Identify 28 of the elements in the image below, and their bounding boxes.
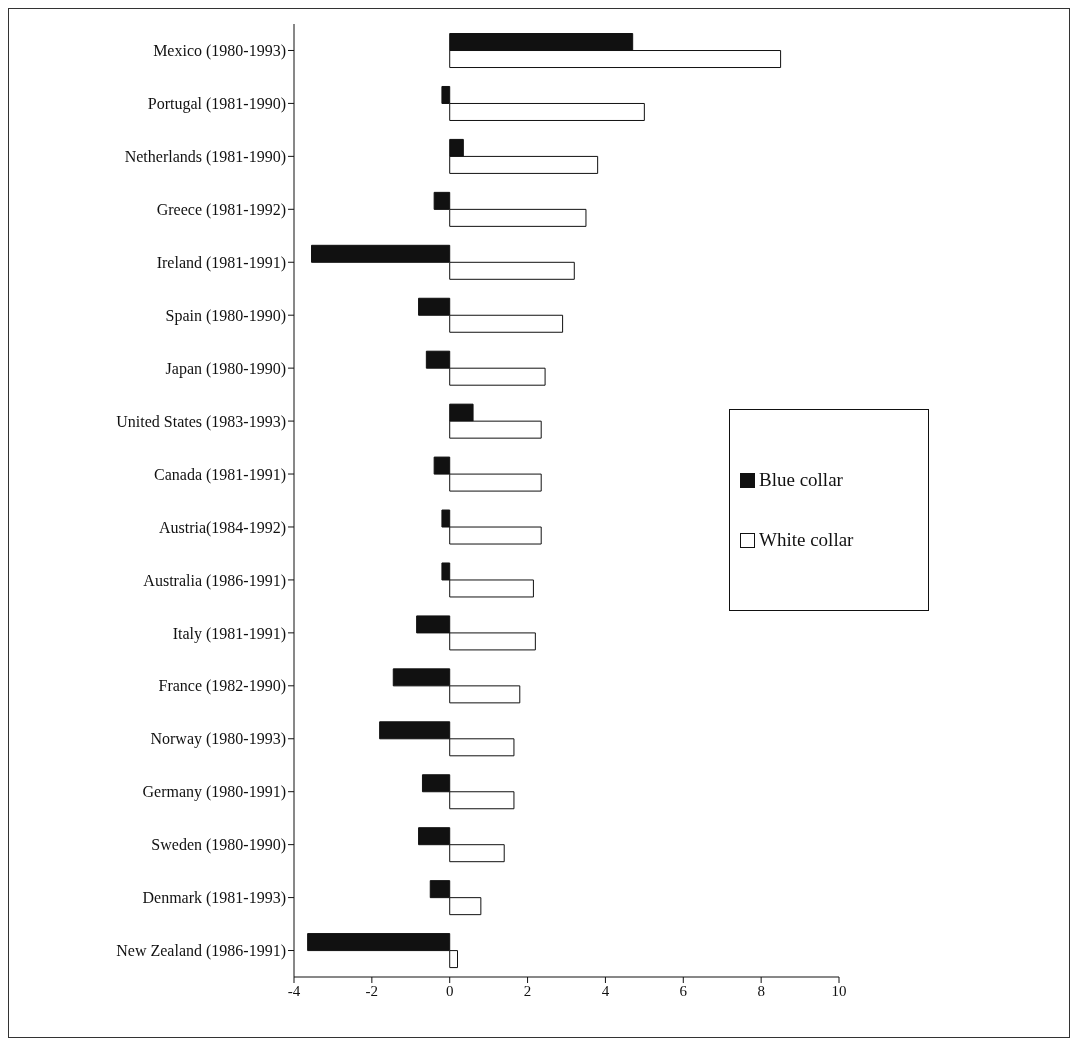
y-tick-label: Sweden (1980-1990) <box>151 836 286 855</box>
x-tick-label: 8 <box>757 982 765 999</box>
y-tick-label: Greece (1981-1992) <box>156 200 286 219</box>
y-tick-label: Canada (1981-1991) <box>154 465 286 484</box>
y-tick-label: Netherlands (1981-1990) <box>124 148 286 167</box>
y-tick-label: France (1982-1990) <box>158 677 286 696</box>
x-tick-label: 6 <box>679 982 688 999</box>
x-tick-label: -2 <box>365 982 379 999</box>
y-tick-label: New Zealand (1986-1991) <box>116 942 286 961</box>
x-tick-label: 2 <box>523 982 532 999</box>
y-tick-label: Denmark (1981-1993) <box>142 889 286 908</box>
y-tick-label: United States (1983-1993) <box>116 412 286 431</box>
y-tick-label: Japan (1980-1990) <box>165 359 286 378</box>
x-tick-label: 10 <box>831 982 847 999</box>
y-tick-label: Germany (1980-1991) <box>142 783 286 802</box>
y-tick-label: Australia (1986-1991) <box>143 571 286 590</box>
y-tick-label: Norway (1980-1993) <box>150 730 286 749</box>
y-tick-label: Italy (1981-1991) <box>172 624 286 643</box>
y-tick-label: Spain (1980-1990) <box>165 306 286 325</box>
x-tick-label: 0 <box>445 982 454 999</box>
y-tick-label: Mexico (1980-1993) <box>153 42 286 61</box>
y-tick-label: Austria(1984-1992) <box>158 518 286 537</box>
legend-label: White collar <box>759 528 854 552</box>
legend-label: Blue collar <box>759 468 843 492</box>
x-tick-label: -4 <box>287 982 301 999</box>
y-tick-label: Ireland (1981-1991) <box>156 253 286 272</box>
x-tick-label: 4 <box>601 982 610 999</box>
y-tick-label: Portugal (1981-1990) <box>147 95 286 114</box>
